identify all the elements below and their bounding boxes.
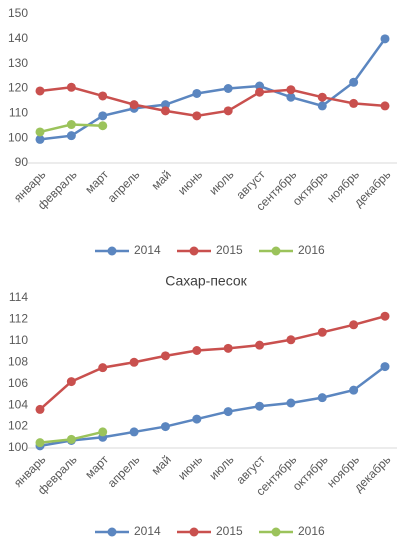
data-point [380,362,390,372]
data-point [66,120,76,130]
data-point [35,134,45,144]
y-tick-label: 140 [8,31,28,45]
data-point [192,414,202,424]
y-tick-label: 114 [9,290,28,304]
x-tick-label: июнь [175,167,205,197]
y-tick-label: 102 [8,419,28,433]
legend-label: 2014 [134,243,161,257]
data-point [349,77,359,87]
data-point [255,401,265,411]
legend-marker [271,527,281,537]
data-point [160,100,170,110]
data-point [160,351,170,361]
y-tick-label: 130 [8,56,28,70]
data-point [98,91,108,101]
y-tick-label: 110 [9,333,28,347]
legend-marker [271,246,281,256]
y-tick-label: 112 [9,312,28,326]
data-point [192,88,202,98]
y-tick-label: 110 [9,106,28,120]
data-point [223,343,233,353]
x-tick-label: апрель [105,167,143,205]
data-point [35,127,45,137]
legend-marker [189,527,199,537]
data-point [35,438,45,448]
data-point [317,393,327,403]
data-point [129,100,139,110]
data-point [35,404,45,414]
data-point [223,407,233,417]
series-line [39,315,386,411]
x-tick-label: май [149,167,174,192]
data-point [66,82,76,92]
data-point [98,427,108,437]
x-tick-label: июль [206,167,236,197]
series-line [39,85,386,118]
series-line [39,365,386,448]
x-tick-label: апрель [105,452,143,490]
data-point [66,131,76,141]
data-point [192,346,202,355]
y-tick-label: 108 [8,354,28,368]
x-tick-label: июль [206,452,236,482]
data-point [223,84,233,93]
y-tick-label: 100 [8,130,28,144]
y-tick-label: 104 [8,397,28,411]
y-tick-label: 150 [8,6,28,20]
legend-label: 2014 [134,524,161,538]
legend-label: 2016 [298,524,325,538]
data-point [349,320,359,330]
y-tick-label: 90 [15,155,29,169]
data-point [317,327,327,337]
data-point [98,121,108,131]
y-tick-label: 106 [8,376,28,390]
data-point [129,427,139,437]
data-point [286,398,296,408]
data-point [66,377,76,387]
data-point [349,98,359,108]
data-point [223,106,233,116]
legend-label: 2015 [216,243,243,257]
data-point [160,106,170,116]
series-line [39,38,387,141]
legend-label: 2015 [216,524,243,538]
x-tick-label: май [149,452,174,477]
data-point [255,81,265,91]
y-tick-label: 100 [8,440,28,454]
data-point [380,34,390,44]
legend-marker [189,246,199,256]
data-point [255,87,265,97]
x-tick-label: октябрь [290,452,331,493]
data-point [192,111,202,121]
data-point [380,101,390,111]
data-point [349,385,359,395]
x-tick-label: октябрь [290,167,331,208]
data-point [317,92,327,102]
legend-marker [107,527,117,537]
data-point [98,363,108,373]
data-point [286,85,296,95]
x-tick-label: июнь [175,452,205,482]
data-point [317,101,327,111]
legend-label: 2016 [298,243,325,257]
chart-title: Сахар-песок [165,273,247,289]
data-point [255,340,265,350]
data-point [286,92,296,102]
data-point [98,111,108,121]
legend-marker [107,246,117,256]
data-point [380,311,390,321]
y-tick-label: 120 [8,81,28,95]
data-point [35,86,45,96]
data-point [129,357,139,367]
data-point [160,422,170,432]
data-point [66,434,76,444]
data-point [286,335,296,345]
